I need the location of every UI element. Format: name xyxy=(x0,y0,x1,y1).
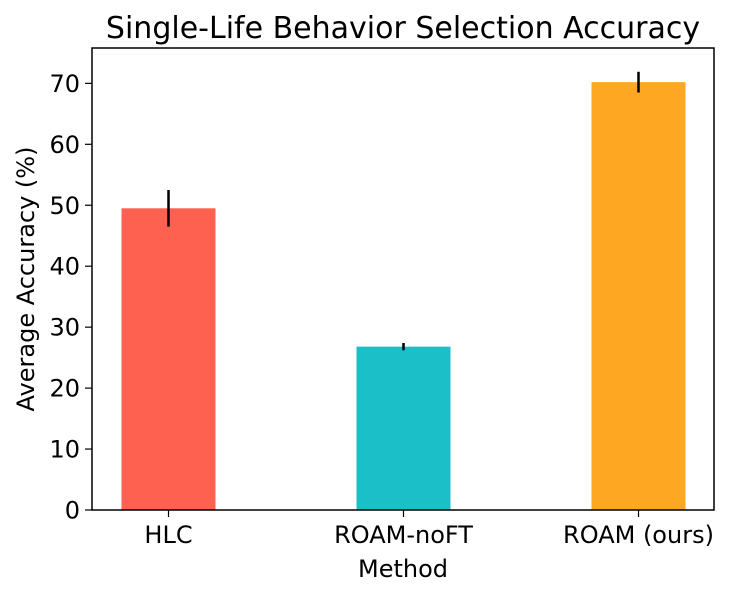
y-tick-label: 40 xyxy=(49,253,80,281)
chart-title: Single-Life Behavior Selection Accuracy xyxy=(106,11,700,46)
y-axis-ticks: 0 10 20 30 40 50 60 70 xyxy=(49,70,92,525)
y-tick-label: 50 xyxy=(49,192,80,220)
bars-group xyxy=(121,82,686,510)
bar-roam-noft xyxy=(356,346,451,510)
y-axis-label: Average Accuracy (%) xyxy=(12,147,40,412)
x-axis-label: Method xyxy=(358,555,448,583)
y-tick-label: 0 xyxy=(65,497,80,525)
y-tick-label: 10 xyxy=(49,436,80,464)
x-tick-label-roam-noft: ROAM-noFT xyxy=(334,521,473,549)
y-tick-label: 70 xyxy=(49,70,80,98)
x-axis-ticks: HLC ROAM-noFT ROAM (ours) xyxy=(144,510,714,549)
error-bars-group xyxy=(167,71,640,351)
x-tick-label-roam-ours: ROAM (ours) xyxy=(563,521,714,549)
y-tick-label: 20 xyxy=(49,375,80,403)
y-tick-label: 30 xyxy=(49,314,80,342)
bar-hlc xyxy=(121,208,216,510)
y-tick-label: 60 xyxy=(49,131,80,159)
bar-roam-ours xyxy=(591,82,686,510)
x-tick-label-hlc: HLC xyxy=(144,521,192,549)
